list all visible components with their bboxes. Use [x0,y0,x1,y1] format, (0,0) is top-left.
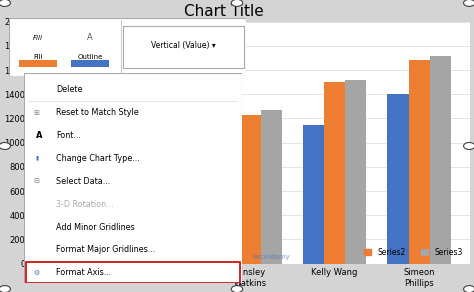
Text: A: A [36,131,42,140]
Bar [91,179,113,264]
Bar [345,80,366,264]
FancyBboxPatch shape [19,60,57,67]
Text: exceldemy: exceldemy [253,254,291,260]
Text: 3-D Rotation...: 3-D Rotation... [56,200,114,209]
Text: Format Axis...: Format Axis... [56,268,112,277]
Bar [429,55,451,264]
FancyBboxPatch shape [26,262,239,283]
Text: Chart Title: Chart Title [184,4,264,19]
Bar [70,203,91,264]
Text: Format Major Gridlines...: Format Major Gridlines... [56,245,155,254]
FancyBboxPatch shape [24,73,242,283]
Text: ⊞: ⊞ [34,110,40,116]
Text: Outline: Outline [77,54,103,60]
Bar [387,94,409,264]
Bar [409,60,429,264]
Text: Delete: Delete [56,85,83,94]
FancyBboxPatch shape [9,18,246,76]
Bar [134,167,155,264]
FancyBboxPatch shape [123,26,244,68]
Text: Fill: Fill [33,35,43,41]
Text: Change Chart Type...: Change Chart Type... [56,154,140,163]
Bar [49,179,70,264]
Text: ⊟: ⊟ [34,178,40,184]
Text: Select Data...: Select Data... [56,177,110,186]
Bar [176,151,197,264]
Bar [303,124,324,264]
Text: ▮: ▮ [35,156,38,161]
Text: Vertical (Value) ▾: Vertical (Value) ▾ [151,41,216,50]
FancyBboxPatch shape [71,60,109,67]
Text: Font...: Font... [56,131,81,140]
Text: Add Minor Gridlines: Add Minor Gridlines [56,223,135,232]
Text: Reset to Match Style: Reset to Match Style [56,108,139,117]
Legend: Series2, Series3: Series2, Series3 [361,245,466,260]
Bar [261,110,282,264]
Text: Fill: Fill [33,54,43,60]
Text: A: A [87,34,93,42]
Text: ⚙: ⚙ [34,270,40,276]
Bar [155,137,176,264]
Bar [324,82,345,264]
Bar [239,115,261,264]
Bar [219,155,239,264]
